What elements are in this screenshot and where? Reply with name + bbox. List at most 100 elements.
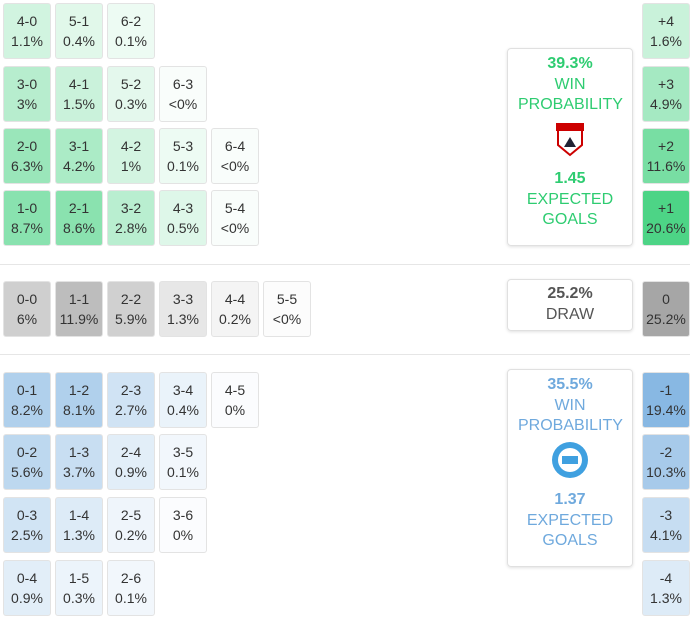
divider [0,264,690,265]
score: 2-4 [120,444,142,460]
score: -4 [659,570,673,586]
divider [0,354,690,355]
score: 1-2 [68,382,90,398]
score-cell: -3 4.1% [642,497,690,553]
probability: 1.3% [167,311,199,327]
score-cell: 2-5 0.2% [107,497,155,553]
probability: 0.4% [63,33,95,49]
score: 2-6 [120,570,142,586]
score-cell: 1-2 8.1% [55,372,103,428]
score-cell: 2-0 6.3% [3,128,51,184]
xg-value: 1.45 [554,170,586,187]
score: 3-5 [172,444,194,460]
probability: 0% [224,402,246,418]
score: 4-1 [68,76,90,92]
score-cell: 4-1 1.5% [55,66,103,122]
score-cell: 5-4 <0% [211,190,259,246]
score: 2-5 [120,507,142,523]
score-cell: 3-5 0.1% [159,434,207,490]
score-cell: 2-6 0.1% [107,560,155,616]
score: 0-2 [16,444,38,460]
probability: 2.7% [115,402,147,418]
score-cell: +1 20.6% [642,190,690,246]
score-cell: 3-3 1.3% [159,281,207,337]
score-cell: 3-6 0% [159,497,207,553]
score: -2 [659,444,673,460]
probability: 6% [16,311,38,327]
score: 6-4 [224,138,246,154]
probability: 0.9% [11,590,43,606]
score-cell: 5-3 0.1% [159,128,207,184]
xg-value: 1.37 [554,491,586,508]
probability: 1% [120,158,142,174]
score-cell: 4-5 0% [211,372,259,428]
xg-label: EXPECTED GOALS [526,512,614,549]
draw-summary: 25.2% DRAW [507,279,633,331]
score: 4-2 [120,138,142,154]
probability: 0.2% [219,311,251,327]
score: 5-5 [276,291,298,307]
probability: 0% [172,527,194,543]
score: 4-5 [224,382,246,398]
score: 4-4 [224,291,246,307]
probability: 10.3% [646,464,686,480]
score: 2-0 [16,138,38,154]
probability: 6.3% [11,158,43,174]
probability: 0.3% [115,96,147,112]
score: 1-1 [68,291,90,307]
draw-label: DRAW [545,306,595,323]
probability: 5.9% [115,311,147,327]
score-cell: +4 1.6% [642,3,690,59]
score: 5-2 [120,76,142,92]
probability: 0.4% [167,402,199,418]
score: 3-1 [68,138,90,154]
win-label: WIN PROBABILITY [518,76,623,113]
score-cell: 1-4 1.3% [55,497,103,553]
score: +2 [658,138,674,154]
score-cell: 0 25.2% [642,281,690,337]
score: +4 [658,13,674,29]
score-cell: 0-3 2.5% [3,497,51,553]
score-cell: 3-1 4.2% [55,128,103,184]
score-cell: 2-3 2.7% [107,372,155,428]
probability: 11.9% [59,311,99,327]
score-cell: 2-4 0.9% [107,434,155,490]
score-cell: 1-0 8.7% [3,190,51,246]
probability: 4.1% [650,527,682,543]
score-cell: +2 11.6% [642,128,690,184]
probability: 0.1% [115,33,147,49]
xg-label: EXPECTED GOALS [526,191,614,228]
score-cell: 6-4 <0% [211,128,259,184]
probability: <0% [272,311,302,327]
probability: 8.7% [11,220,43,236]
win-pct: 35.5% [547,376,593,393]
score: 1-4 [68,507,90,523]
probability: 1.5% [63,96,95,112]
score-cell: 1-3 3.7% [55,434,103,490]
probability: 3% [16,96,38,112]
score: 3-4 [172,382,194,398]
score-cell: 1-1 11.9% [55,281,103,337]
probability: 2.8% [115,220,147,236]
score: 0-3 [16,507,38,523]
score: 2-3 [120,382,142,398]
score: 2-1 [68,200,90,216]
score: 3-0 [16,76,38,92]
score-cell: 4-4 0.2% [211,281,259,337]
score: 3-6 [172,507,194,523]
score: 0-1 [16,382,38,398]
win-pct: 39.3% [547,55,593,72]
score-cell: 2-1 8.6% [55,190,103,246]
probability: 20.6% [646,220,686,236]
score: 6-3 [172,76,194,92]
score: 5-1 [68,13,90,29]
score-cell: 3-0 3% [3,66,51,122]
probability: 1.6% [650,33,682,49]
probability: 25.2% [646,311,686,327]
probability: 4.9% [650,96,682,112]
probability: 0.3% [63,590,95,606]
score-cell: -4 1.3% [642,560,690,616]
home-logo [556,123,584,157]
score-cell: 5-2 0.3% [107,66,155,122]
probability: 4.2% [63,158,95,174]
